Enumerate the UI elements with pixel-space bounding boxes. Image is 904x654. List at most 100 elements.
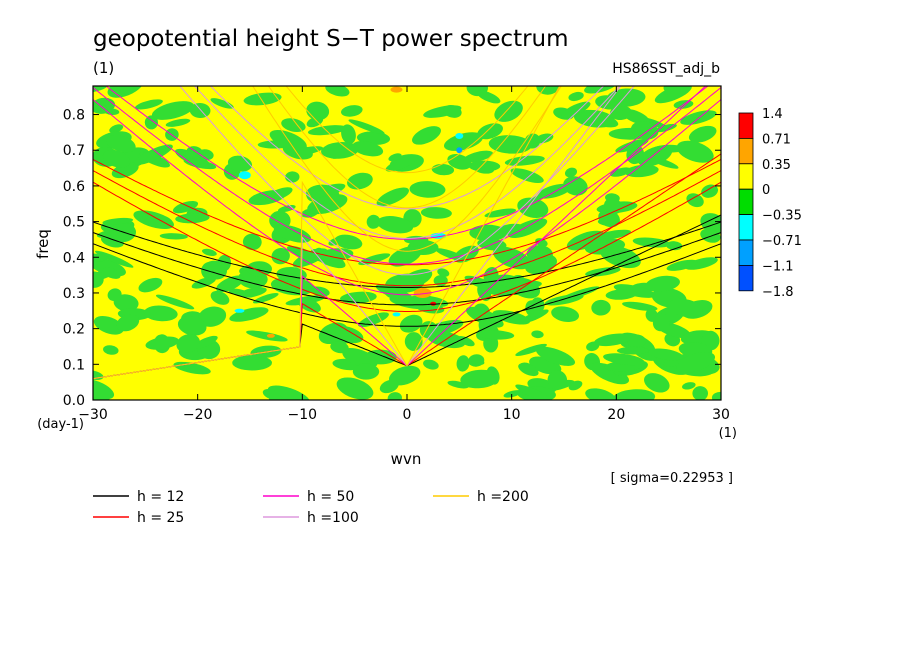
legend-label: h = 25 <box>137 510 184 526</box>
field-patch <box>379 379 399 394</box>
field-patch <box>423 359 439 370</box>
field-patch <box>297 297 321 313</box>
field-patch <box>535 133 554 144</box>
field-patch <box>469 356 485 365</box>
field-patch <box>667 298 703 318</box>
curve-h200-mode3 <box>285 86 529 174</box>
field-patch <box>412 126 441 145</box>
field-patch <box>145 336 179 350</box>
field-patch <box>648 348 684 361</box>
field-patch <box>210 98 234 109</box>
field-patch <box>106 134 136 153</box>
field-patch <box>504 155 545 166</box>
field-patch <box>151 101 195 120</box>
field-patch <box>483 284 515 297</box>
field-patch <box>568 91 584 102</box>
field-patch <box>655 123 677 133</box>
field-patch <box>232 355 272 371</box>
field-patch <box>191 276 216 289</box>
y-tick-label: 0.7 <box>63 143 85 159</box>
field-patch <box>399 314 423 333</box>
colorbar-swatch <box>738 112 754 139</box>
field-patch <box>701 184 719 198</box>
colorbar: 1.4 0.71 0.35 0 −0.35 −0.71 −1.1 −1.8 <box>738 107 802 300</box>
field-patch <box>616 346 649 355</box>
y-tick-label: 0.4 <box>63 250 85 266</box>
field-patch <box>159 215 173 224</box>
x-axis-unit: (1) <box>719 426 737 441</box>
field-patch <box>676 351 716 373</box>
field-patch <box>535 346 576 366</box>
field-patch <box>183 158 217 170</box>
y-tick-label: 0.8 <box>63 108 85 124</box>
curve-h100-mode1 <box>179 86 635 276</box>
y-tick-label: 0.5 <box>63 215 85 231</box>
field-patch <box>102 149 131 168</box>
field-patch <box>93 86 108 93</box>
field-patch <box>603 353 645 366</box>
y-axis-unit: (day-1) <box>37 417 84 432</box>
x-axis-label: wvn <box>391 450 422 468</box>
colorbar-label: −0.35 <box>762 209 802 224</box>
field-patch <box>503 390 522 398</box>
plot-area <box>93 86 721 400</box>
field-patch <box>613 284 657 298</box>
field-patch <box>385 155 419 172</box>
x-axis: −30 −20 −10 0 10 20 30 <box>78 86 730 423</box>
field-patch <box>243 92 282 106</box>
field-patch <box>94 250 134 268</box>
field-patch <box>469 224 508 242</box>
field-patch <box>476 90 501 104</box>
x-tick-label: 30 <box>712 407 730 423</box>
field-patch <box>325 86 350 97</box>
field-patch <box>621 109 650 125</box>
field-patch <box>176 333 200 353</box>
field-patch <box>420 207 452 219</box>
sigma-note: [ sigma=0.22953 ] <box>611 471 733 486</box>
field-patch <box>463 150 494 163</box>
legend: h = 12 h = 25 h = 50 h =100 h =200 <box>93 489 529 526</box>
curve-h200-mode2 <box>267 86 547 209</box>
field-patch <box>456 355 470 372</box>
field-patch <box>102 217 134 225</box>
field-patch <box>585 388 616 400</box>
field-patch <box>666 259 698 271</box>
field-patch <box>700 228 721 243</box>
field-patch <box>568 380 583 391</box>
field-patch <box>492 310 531 325</box>
field-patch <box>336 377 374 400</box>
field-patch <box>138 277 163 293</box>
field-patch <box>321 141 359 159</box>
field-patch <box>684 257 718 270</box>
field-feature <box>413 288 432 298</box>
field-patch <box>93 316 124 335</box>
field-patch <box>342 348 378 368</box>
field-patch <box>306 116 324 128</box>
colorbar-label: 1.4 <box>762 107 783 122</box>
field-patch <box>366 214 381 229</box>
field-patch <box>654 86 692 104</box>
field-patch <box>627 334 646 349</box>
curve-h25-mode1 <box>93 181 721 312</box>
curve-h200-kelvin <box>93 86 561 380</box>
field-patch <box>688 125 717 143</box>
colorbar-label: 0.71 <box>762 132 791 147</box>
field-patch <box>525 254 557 275</box>
field-patch <box>143 305 178 322</box>
field-patch <box>134 144 173 165</box>
curve-h200-mode1 <box>252 86 562 252</box>
colorbar-swatch <box>738 188 754 215</box>
field-patch <box>103 345 119 355</box>
field-patch <box>460 369 499 389</box>
field-patch <box>457 335 475 347</box>
field-patch <box>443 104 462 118</box>
field-patch <box>227 155 253 172</box>
field-patch <box>531 330 544 339</box>
field-patch <box>692 386 708 400</box>
x-tick-label: 10 <box>503 407 521 423</box>
curve-h50-mode2 <box>93 87 721 265</box>
y-axis: 0.0 0.1 0.2 0.3 0.4 0.5 0.6 0.7 0.8 <box>63 108 721 409</box>
field-patch <box>624 164 659 178</box>
field-patch <box>590 362 630 385</box>
field-patch <box>341 105 363 117</box>
